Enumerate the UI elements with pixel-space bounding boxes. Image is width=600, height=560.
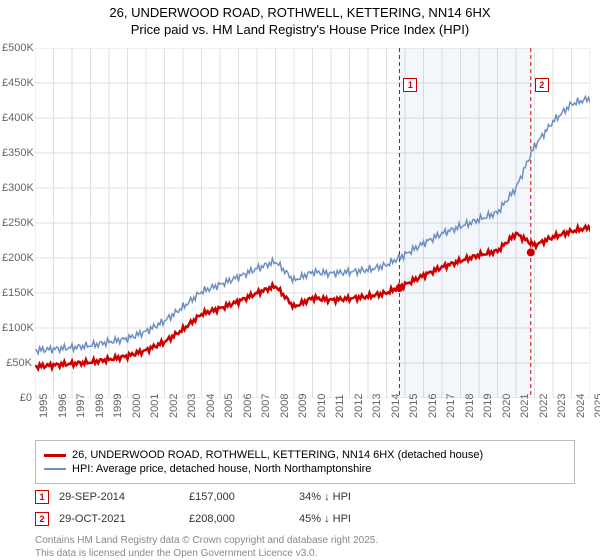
sale-date-1: 29-SEP-2014 <box>59 491 189 503</box>
x-axis-label: 2004 <box>205 394 217 418</box>
x-axis-label: 2020 <box>501 394 513 418</box>
chart-area: £0£50K£100K£150K£200K£250K£300K£350K£400… <box>35 48 590 398</box>
x-axis-label: 2001 <box>149 394 161 418</box>
x-axis-label: 2015 <box>408 394 420 418</box>
y-axis-label: £50K <box>2 357 32 369</box>
y-axis-label: £400K <box>2 112 32 124</box>
x-axis-label: 2016 <box>427 394 439 418</box>
legend-row-price: 26, UNDERWOOD ROAD, ROTHWELL, KETTERING,… <box>44 449 566 461</box>
x-axis-label: 1996 <box>57 394 69 418</box>
x-axis-label: 2010 <box>316 394 328 418</box>
sale-date-2: 29-OCT-2021 <box>59 513 189 525</box>
x-axis-label: 2025 <box>593 394 600 418</box>
y-axis-label: £0 <box>2 392 32 404</box>
sale-price-1: £157,000 <box>189 491 299 503</box>
y-axis-label: £100K <box>2 322 32 334</box>
x-axis-label: 2018 <box>464 394 476 418</box>
x-axis-label: 2011 <box>334 394 346 418</box>
legend: 26, UNDERWOOD ROAD, ROTHWELL, KETTERING,… <box>35 440 575 484</box>
y-axis-label: £450K <box>2 77 32 89</box>
y-axis-label: £350K <box>2 147 32 159</box>
line-chart <box>35 48 590 398</box>
y-axis-label: £150K <box>2 287 32 299</box>
x-axis-label: 2009 <box>297 394 309 418</box>
credit-text: Contains HM Land Registry data © Crown c… <box>35 534 378 560</box>
chart-marker-1: 1 <box>403 78 417 92</box>
sale-row-2: 2 29-OCT-2021 £208,000 45% ↓ HPI <box>35 512 351 526</box>
y-axis-label: £300K <box>2 182 32 194</box>
x-axis-label: 2023 <box>556 394 568 418</box>
sale-marker-1: 1 <box>35 490 49 504</box>
legend-label-price: 26, UNDERWOOD ROAD, ROTHWELL, KETTERING,… <box>72 449 483 461</box>
y-axis-label: £200K <box>2 252 32 264</box>
x-axis-label: 2006 <box>242 394 254 418</box>
x-axis-label: 2017 <box>445 394 457 418</box>
sale-row-1: 1 29-SEP-2014 £157,000 34% ↓ HPI <box>35 490 351 504</box>
chart-title-1: 26, UNDERWOOD ROAD, ROTHWELL, KETTERING,… <box>0 0 600 22</box>
sale-delta-2: 45% ↓ HPI <box>299 513 351 525</box>
sale-marker-2: 2 <box>35 512 49 526</box>
legend-row-hpi: HPI: Average price, detached house, Nort… <box>44 463 566 475</box>
x-axis-label: 2003 <box>186 394 198 418</box>
legend-swatch-hpi <box>44 468 66 470</box>
y-axis-label: £250K <box>2 217 32 229</box>
legend-swatch-price <box>44 454 66 457</box>
x-axis-label: 2021 <box>519 394 531 418</box>
x-axis-label: 2024 <box>575 394 587 418</box>
chart-marker-2: 2 <box>535 78 549 92</box>
x-axis-label: 2013 <box>371 394 383 418</box>
x-axis-label: 1998 <box>94 394 106 418</box>
chart-title-2: Price paid vs. HM Land Registry's House … <box>0 22 600 42</box>
x-axis-label: 2002 <box>168 394 180 418</box>
x-axis-label: 1997 <box>75 394 87 418</box>
x-axis-label: 2000 <box>131 394 143 418</box>
x-axis-label: 2014 <box>390 394 402 418</box>
sale-delta-1: 34% ↓ HPI <box>299 491 351 503</box>
x-axis-label: 2007 <box>260 394 272 418</box>
y-axis-label: £500K <box>2 42 32 54</box>
credit-line-1: Contains HM Land Registry data © Crown c… <box>35 534 378 547</box>
x-axis-label: 2005 <box>223 394 235 418</box>
x-axis-label: 2012 <box>353 394 365 418</box>
sale-price-2: £208,000 <box>189 513 299 525</box>
x-axis-label: 2019 <box>482 394 494 418</box>
x-axis-label: 2022 <box>538 394 550 418</box>
x-axis-label: 1999 <box>112 394 124 418</box>
x-axis-label: 1995 <box>38 394 50 418</box>
credit-line-2: This data is licensed under the Open Gov… <box>35 547 378 560</box>
legend-label-hpi: HPI: Average price, detached house, Nort… <box>72 463 371 475</box>
x-axis-label: 2008 <box>279 394 291 418</box>
